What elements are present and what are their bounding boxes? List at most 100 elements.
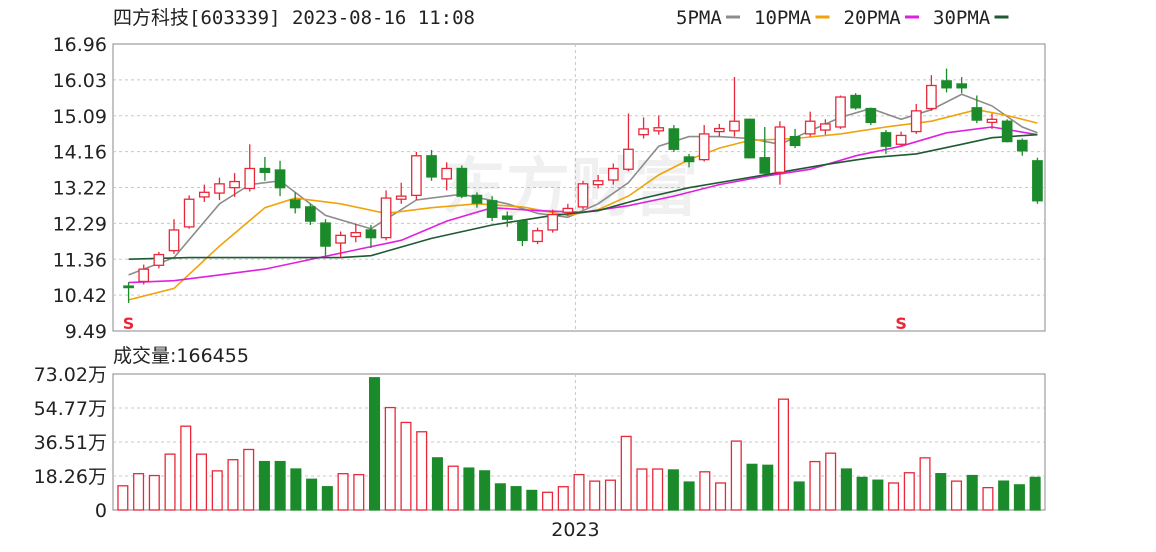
signal-marker: S — [123, 314, 135, 333]
volume-bar — [510, 486, 522, 511]
candle — [289, 192, 301, 214]
volume-bar — [431, 457, 443, 511]
candle — [501, 211, 513, 227]
volume-bar — [195, 453, 208, 511]
candle — [1016, 138, 1028, 156]
candle — [638, 117, 649, 139]
volume-grid — [113, 374, 1045, 510]
chart-title: 四方科技[603339] 2023-08-16 11:08 — [113, 7, 475, 29]
volume-bar — [542, 491, 554, 511]
candle — [229, 173, 240, 197]
volume-bar — [762, 464, 774, 511]
candle-body — [683, 156, 695, 163]
volume-bar — [494, 483, 506, 511]
volume-bar — [164, 453, 176, 511]
candle-body — [910, 110, 922, 133]
volume-bar — [998, 480, 1010, 511]
candle — [532, 227, 543, 245]
candle-body — [562, 207, 574, 213]
volume-y-axis: 73.02万 54.77万 36.51万 18.26万 0 — [34, 364, 107, 522]
candle — [804, 111, 816, 137]
candle-body — [744, 118, 755, 159]
candle — [910, 103, 922, 134]
candle-body — [865, 107, 877, 124]
candle-body — [532, 230, 543, 243]
volume-panel: 成交量:166455 73.02万 54.77万 36.51万 18.26万 0 202… — [34, 345, 1046, 541]
candle-body — [729, 120, 740, 132]
volume-bar — [117, 485, 129, 511]
price-y-axis: 16.96 16.03 15.09 14.16 13.22 12.29 11.36 10.42… — [53, 34, 107, 343]
volume-bar — [589, 480, 601, 511]
price-ytick-label: 16.96 — [53, 34, 107, 56]
candle — [683, 153, 695, 168]
candle — [926, 75, 937, 111]
candle-body — [820, 123, 831, 131]
volume-bar — [950, 480, 963, 511]
candle — [668, 125, 680, 152]
volume-bar — [416, 431, 428, 511]
candle-body — [320, 222, 331, 247]
candle-body — [577, 183, 589, 208]
volume-bar — [667, 469, 679, 511]
candle-body — [713, 127, 725, 133]
candle — [850, 93, 862, 110]
price-ytick-label: 14.16 — [53, 142, 107, 164]
volume-bar — [604, 479, 616, 511]
candle-body — [1016, 139, 1028, 152]
price-ytick-label: 16.03 — [53, 70, 107, 92]
candle — [713, 123, 725, 137]
candle-body — [804, 120, 816, 135]
candle-body — [638, 128, 649, 136]
candle-body — [168, 229, 180, 252]
volume-bar — [872, 479, 884, 511]
candle — [198, 184, 210, 202]
candle-body — [880, 132, 892, 147]
candle-body — [350, 231, 362, 238]
candle — [244, 144, 256, 192]
candle — [744, 118, 755, 159]
candle-body — [123, 285, 134, 289]
volume-bar — [683, 481, 695, 511]
candle — [895, 131, 907, 147]
candle — [971, 95, 983, 124]
price-ytick-label: 11.36 — [53, 249, 107, 271]
candle-body — [850, 94, 862, 109]
candle — [168, 219, 180, 254]
volume-bar — [479, 470, 491, 511]
candle — [259, 156, 271, 181]
candle-body — [1001, 120, 1013, 143]
volume-bar — [133, 473, 145, 511]
volume-bar — [463, 467, 475, 511]
price-ytick-label: 15.09 — [53, 106, 107, 128]
candle-body — [259, 167, 271, 173]
volume-xtick-label: 2023 — [551, 519, 599, 541]
candle — [865, 107, 877, 126]
candle — [956, 77, 968, 94]
volume-bar — [777, 398, 790, 511]
volume-bar — [856, 476, 868, 511]
volume-bar — [982, 486, 994, 511]
candle — [153, 251, 165, 269]
volume-bar — [337, 473, 349, 511]
volume-bar — [1029, 476, 1041, 511]
ma-legend: 5PMA 10PMA 20PMA 30PMA — [676, 7, 1009, 29]
candle-body — [153, 253, 165, 266]
legend-label-2: 20PMA — [844, 7, 902, 29]
candle-body — [971, 107, 983, 121]
volume-bar — [1013, 484, 1025, 511]
volume-bar — [919, 457, 931, 511]
candle — [880, 130, 892, 154]
volume-bar — [809, 460, 821, 511]
candle — [183, 195, 195, 229]
candle — [456, 165, 468, 199]
volume-bar — [211, 470, 223, 511]
volume-bar — [148, 474, 160, 511]
candle-body — [517, 220, 528, 241]
volume-bar — [353, 473, 365, 511]
candle-body — [759, 157, 771, 174]
candle — [214, 177, 225, 200]
candle — [426, 150, 437, 181]
volume-bar — [652, 468, 664, 511]
candle — [411, 151, 422, 200]
